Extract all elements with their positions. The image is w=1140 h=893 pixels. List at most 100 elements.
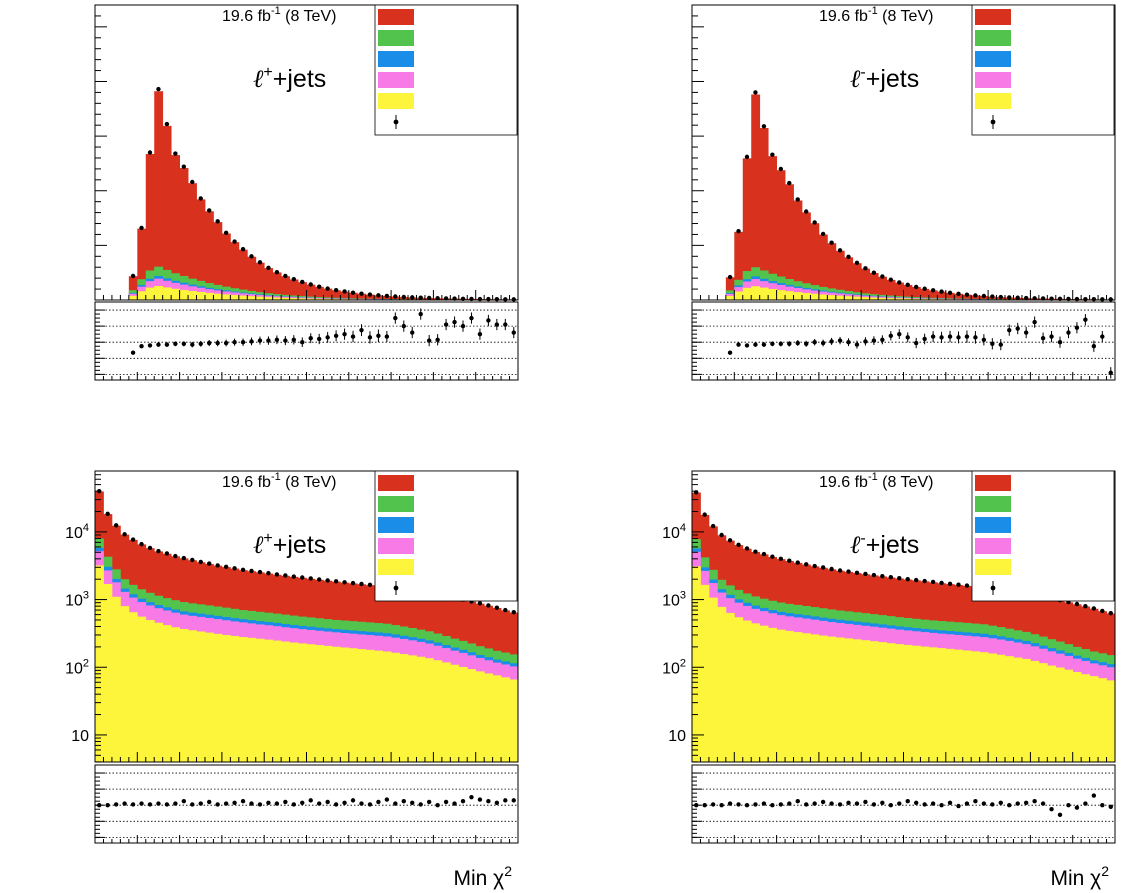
x-axis-label-base: Min χ xyxy=(1051,867,1102,890)
histogram-bar-qcd xyxy=(793,632,803,762)
ratio-point xyxy=(139,801,144,806)
data-point xyxy=(854,570,860,575)
data-point xyxy=(223,230,229,236)
histogram-bar-qcd xyxy=(759,625,769,762)
histogram-bar-ttbar xyxy=(162,125,172,300)
ratio-point xyxy=(367,802,373,807)
y-tick-base: 10 xyxy=(662,593,680,610)
data-point xyxy=(804,209,809,214)
data-point xyxy=(274,269,280,275)
ratio-point xyxy=(1108,370,1113,375)
histogram-bar-qcd xyxy=(1030,660,1040,762)
histogram-bar-qcd xyxy=(818,635,828,762)
ratio-point xyxy=(897,801,902,806)
histogram-bar-qcd xyxy=(1038,663,1048,762)
ratio-point xyxy=(744,343,750,348)
ratio-point xyxy=(190,802,195,807)
ratio-point xyxy=(300,340,305,345)
histogram-bar-qcd xyxy=(937,648,947,762)
ratio-point xyxy=(702,803,707,808)
energy-label: (8 TeV) xyxy=(281,8,337,25)
histogram-bar-ttbar xyxy=(937,291,947,300)
data-point xyxy=(1015,295,1020,300)
ratio-point xyxy=(939,803,944,808)
y-tick-label: 104 xyxy=(662,522,686,542)
histogram-bar-qcd xyxy=(852,639,862,762)
ratio-point xyxy=(266,800,271,805)
histogram-bar-qcd xyxy=(323,645,333,762)
histogram-bar-qcd xyxy=(238,295,248,300)
data-point xyxy=(350,580,356,586)
data-point xyxy=(1074,601,1080,607)
histogram-bar-qcd xyxy=(238,636,248,762)
histogram-bar-qcd xyxy=(450,664,460,762)
data-point xyxy=(367,582,373,588)
histogram-bar-qcd xyxy=(374,650,384,762)
ratio-point xyxy=(770,341,775,347)
histogram-bar-ttbar xyxy=(255,262,265,300)
data-point xyxy=(727,274,733,280)
histogram-bar-ttbar xyxy=(785,184,794,300)
histogram-bar-qcd xyxy=(289,642,299,762)
stack-layer-qcd xyxy=(692,566,1116,762)
data-point xyxy=(778,166,784,172)
ratio-point xyxy=(130,350,136,355)
histogram-bar-qcd xyxy=(475,671,485,762)
data-point xyxy=(333,579,339,584)
panel-top-left: 19.6 fb-1 (8 TeV) ℓ++jets xyxy=(94,4,519,381)
histogram-bar-ttbar xyxy=(751,94,761,300)
y-tick-exponent: 2 xyxy=(83,657,89,669)
histogram-bar-qcd xyxy=(221,634,231,762)
histogram-bar-qcd xyxy=(962,650,972,762)
data-point xyxy=(981,293,987,299)
histogram-bar-qcd xyxy=(501,677,510,762)
legend-swatch-qcd xyxy=(378,559,414,575)
histogram-bar-ttbar xyxy=(188,183,197,300)
data-point xyxy=(325,286,330,291)
data-point xyxy=(190,179,195,185)
data-point xyxy=(359,581,364,587)
histogram-bar-qcd xyxy=(348,648,358,762)
histogram-bar-qcd xyxy=(708,597,718,762)
data-point xyxy=(719,532,724,538)
ratio-point xyxy=(871,802,877,807)
histogram-bar-ttbar xyxy=(911,287,921,300)
ratio-point xyxy=(426,338,432,343)
histogram-bar-ttbar xyxy=(348,292,358,300)
ratio-point xyxy=(308,798,313,803)
histogram-bar-qcd xyxy=(954,649,964,762)
ratio-point xyxy=(426,799,432,805)
y-tick-base: 10 xyxy=(65,593,83,610)
legend-swatch-qcd xyxy=(975,559,1011,575)
histogram-bar-qcd xyxy=(331,646,341,762)
histogram-bar-ttbar xyxy=(365,294,375,300)
ratio-point xyxy=(164,342,170,347)
stack-layer-qcd xyxy=(95,565,519,762)
data-point xyxy=(426,295,432,301)
ratio-point xyxy=(240,340,246,345)
ratio-point xyxy=(435,803,440,808)
ratio-point xyxy=(443,799,449,805)
histogram-bar-qcd xyxy=(213,293,223,300)
histogram-bar-qcd xyxy=(734,617,744,762)
ratio-point xyxy=(710,802,716,807)
ratio-plot-frame xyxy=(94,301,519,381)
ratio-point xyxy=(511,798,516,803)
ratio-point xyxy=(1007,327,1012,333)
data-point xyxy=(829,566,834,572)
legend-data-marker xyxy=(393,585,399,591)
ratio-axis xyxy=(692,309,1115,375)
ratio-point xyxy=(207,340,212,346)
data-point xyxy=(486,603,491,608)
data-point xyxy=(198,196,203,201)
y-tick-base: 10 xyxy=(65,525,83,542)
data-point xyxy=(300,575,305,580)
ratio-point xyxy=(804,341,809,347)
lumi-label: 19.6 fb-1 (8 TeV) xyxy=(819,5,933,25)
histogram-bar-qcd xyxy=(230,295,240,300)
histogram-bar-qcd xyxy=(785,291,794,300)
y-tick-exponent: 4 xyxy=(680,522,686,534)
histogram-bar-qcd xyxy=(424,658,434,762)
ratio-point xyxy=(913,340,919,346)
